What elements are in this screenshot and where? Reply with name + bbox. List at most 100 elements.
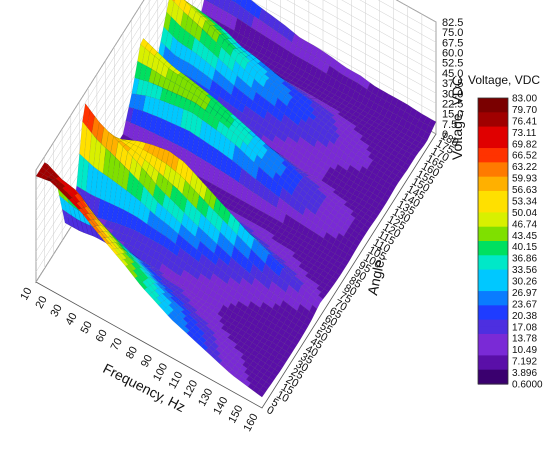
y-tick-label: 0 [265,404,276,417]
legend-swatch [478,119,508,128]
legend-swatch [478,226,508,235]
z-tick-label: 45.0 [442,68,463,80]
legend-swatch [478,205,508,213]
surface-plot [35,0,437,398]
surface-patch [375,203,385,212]
legend-swatch [478,298,508,306]
grid-line [286,0,437,84]
x-tick-label: 160 [241,412,260,434]
surface-patch [390,179,399,188]
legend-swatch [478,233,508,242]
color-legend: Voltage, VDC 83.0079.7076.4173.1169.8266… [468,73,543,391]
legend-swatch [478,155,508,163]
legend-swatch [478,219,508,228]
legend-label: 17.08 [512,322,537,333]
grid-line [359,0,437,43]
x-tick-label: 80 [124,345,140,361]
y-tick-label: 20 [284,374,300,390]
surface-patch [288,341,298,350]
grid-line [377,0,437,33]
surface-patch [320,288,329,296]
legend-label: 76.41 [512,116,537,127]
legend-swatch [478,326,508,335]
surface-patch [204,0,210,3]
y-tick-label: 95 [356,259,372,275]
legend-label: 79.70 [512,105,537,116]
surface-patch [259,385,269,394]
grid-line [249,0,437,104]
y-tick-label: 70 [332,297,348,313]
y-tick-label: 75 [337,290,353,306]
surface-patch [404,157,414,166]
surface-patch [419,137,428,146]
legend-swatch [478,126,508,135]
y-tick-label: 90 [352,267,368,283]
legend-label: 73.11 [512,128,537,139]
y-tick-label: 25 [289,366,305,382]
legend-title: Voltage, VDC [468,73,540,87]
grid-line [35,0,145,171]
x-tick-label: 90 [139,353,155,369]
legend-swatch [478,355,508,364]
legend-label: 26.97 [512,288,537,299]
z-tick-label: 30.0 [442,88,463,100]
y-tick-label: 30 [294,358,310,374]
legend-swatch [478,198,508,206]
legend-swatch [478,348,508,356]
surface-patch [171,0,175,3]
tick-labels: 1020304050607080901001101201301401501600… [18,17,463,434]
legend-swatch [478,319,508,328]
y-tick-label: 45 [308,336,324,352]
legend-label: 3.896 [512,368,537,379]
grid-line [35,0,171,211]
legend-swatch [478,133,508,142]
z-tick-label: 82.5 [442,17,463,29]
legend-label: 59.93 [512,174,537,185]
x-tick-label: 150 [226,403,245,425]
y-tick-label: 80 [342,282,358,298]
y-tick-label: 5 [269,396,280,409]
legend-swatch [478,291,508,299]
legend-label: 13.78 [512,334,537,345]
surface-patch [346,248,356,257]
legend-label: 50.04 [512,208,537,219]
legend-label: 43.45 [512,231,537,242]
surface-patch [208,0,215,5]
z-tick-label: 60.0 [442,48,463,60]
x-tick-label: 100 [151,361,170,383]
legend-swatch [478,376,508,385]
z-tick-label: 67.5 [442,37,463,49]
y-tick-label: 10 [274,389,290,405]
legend-label: 7.192 [512,357,537,368]
grid-line [35,0,151,181]
grid-line [341,0,437,53]
legend-swatch [478,362,508,371]
grid-line [396,0,437,23]
legend-label: 10.49 [512,345,537,356]
legend-swatch [478,369,508,378]
legend-swatch [478,190,508,199]
surface-patch [335,267,344,276]
legend-swatch [478,112,508,121]
legend-label: 33.56 [512,265,537,276]
y-tick-label: 65 [327,305,343,321]
y-tick-label: 15 [279,381,295,397]
x-tick-label: 60 [94,328,110,344]
grid-line [35,0,177,222]
z-tick-label: 15.0 [442,109,463,121]
grid-line [35,0,158,191]
legend-label: 66.52 [512,151,537,162]
grid-line [35,0,164,201]
legend-swatch [478,248,508,256]
x-tick-label: 110 [167,370,186,391]
surface-patch [309,304,318,315]
legend-swatch [478,183,508,192]
grid-line [322,0,437,63]
legend-label: 69.82 [512,139,537,150]
legend-label: 20.38 [512,311,537,322]
legend-swatch [478,312,508,321]
surface-patch [422,131,431,141]
legend-swatch [478,162,508,171]
legend-swatch [478,269,508,278]
legend-label: 30.26 [512,277,537,288]
